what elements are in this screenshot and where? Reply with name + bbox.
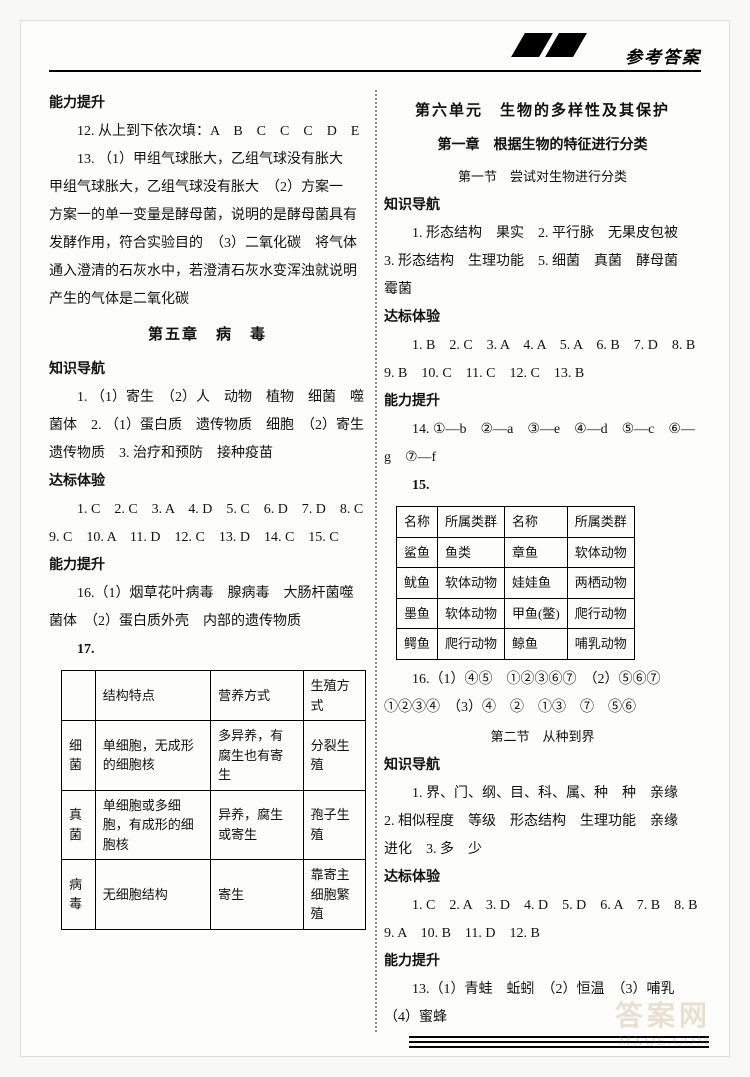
th <box>62 671 96 721</box>
cell: 鱼类 <box>438 537 505 568</box>
th: 所属类群 <box>567 507 634 538</box>
table-row: 鳄鱼 爬行动物 鲸鱼 哺乳动物 <box>397 629 635 660</box>
section1-title: 第一节 尝试对生物进行分类 <box>384 164 701 190</box>
left-q17-label: 17. <box>49 636 366 664</box>
header-decoration <box>518 33 586 57</box>
chapter5-title: 第五章 病 毒 <box>49 320 366 350</box>
cell: 单细胞或多细胞，有成形的细胞核 <box>95 790 210 860</box>
chapter1-title: 第一章 根据生物的特征进行分类 <box>384 132 701 160</box>
left-db-text: 1. C 2. C 3. A 4. D 5. C 6. D 7. D 8. C … <box>49 496 366 552</box>
cell: 病毒 <box>62 860 96 930</box>
th: 所属类群 <box>438 507 505 538</box>
cell: 墨鱼 <box>397 598 438 629</box>
table-row: 病毒 无细胞结构 寄生 靠寄主细胞繁殖 <box>62 860 366 930</box>
left-nav-text: 1. （1）寄生 （2）人 动物 植物 细菌 噬菌体 2. （1）蛋白质 遗传物… <box>49 384 366 468</box>
watermark-url: MXQE.COM <box>618 1034 711 1050</box>
cell: 软体动物 <box>438 598 505 629</box>
content-columns: 能力提升 12. 从上到下依次填：A B C C C D E 13. （1）甲组… <box>49 90 701 1032</box>
left-ability-title: 能力提升 <box>49 90 366 118</box>
cell: 哺乳动物 <box>567 629 634 660</box>
table-row: 墨鱼 软体动物 甲鱼(鳖) 爬行动物 <box>397 598 635 629</box>
cell: 鳄鱼 <box>397 629 438 660</box>
left-q16: 16.（1）烟草花叶病毒 腺病毒 大肠杆菌噬菌体 （2）蛋白质外壳 内部的遗传物… <box>49 580 366 636</box>
column-divider <box>375 90 377 1032</box>
th: 结构特点 <box>95 671 210 721</box>
cell: 鲨鱼 <box>397 537 438 568</box>
right-ability2-title: 能力提升 <box>384 948 701 976</box>
th: 名称 <box>397 507 438 538</box>
table-row: 名称 所属类群 名称 所属类群 <box>397 507 635 538</box>
right-db-title: 达标体验 <box>384 304 701 332</box>
cell: 孢子生殖 <box>303 790 365 860</box>
table-row: 鲨鱼 鱼类 章鱼 软体动物 <box>397 537 635 568</box>
cell: 章鱼 <box>505 537 568 568</box>
right-column: 第六单元 生物的多样性及其保护 第一章 根据生物的特征进行分类 第一节 尝试对生… <box>384 90 701 1032</box>
cell: 无细胞结构 <box>95 860 210 930</box>
right-ability-title: 能力提升 <box>384 388 701 416</box>
th: 营养方式 <box>211 671 304 721</box>
right-nav2-title: 知识导航 <box>384 752 701 780</box>
left-q12: 12. 从上到下依次填：A B C C C D E <box>49 118 366 146</box>
left-q13: 13. （1）甲组气球胀大，乙组气球没有胀大 甲组气球胀大，乙组气球没有胀大 （… <box>49 146 366 314</box>
right-q15-label: 15. <box>384 472 701 500</box>
table-row: 真菌 单细胞或多细胞，有成形的细胞核 异养，腐生或寄生 孢子生殖 <box>62 790 366 860</box>
left-column: 能力提升 12. 从上到下依次填：A B C C C D E 13. （1）甲组… <box>49 90 366 1032</box>
cell: 异养，腐生或寄生 <box>211 790 304 860</box>
cell: 两栖动物 <box>567 568 634 599</box>
table-row: 细菌 单细胞，无成形的细胞核 多异养，有腐生也有寄生 分裂生殖 <box>62 721 366 791</box>
cell: 多异养，有腐生也有寄生 <box>211 721 304 791</box>
cell: 软体动物 <box>567 537 634 568</box>
cell: 鲸鱼 <box>505 629 568 660</box>
right-nav-text: 1. 形态结构 果实 2. 平行脉 无果皮包被 3. 形态结构 生理功能 5. … <box>384 220 701 304</box>
table-row: 结构特点 营养方式 生殖方式 <box>62 671 366 721</box>
th: 名称 <box>505 507 568 538</box>
right-db2-text: 1. C 2. A 3. D 4. D 5. D 6. A 7. B 8. B … <box>384 892 701 948</box>
cell: 娃娃鱼 <box>505 568 568 599</box>
right-db2-title: 达标体验 <box>384 864 701 892</box>
right-q16: 16.（1）④⑤ ①②③⑥⑦ （2）⑤⑥⑦ ①②③④ （3）④ ② ①③ ⑦ ⑤… <box>384 666 701 722</box>
table-q15: 名称 所属类群 名称 所属类群 鲨鱼 鱼类 章鱼 软体动物 鱿鱼 软体动物 娃娃… <box>396 506 635 660</box>
cell: 细菌 <box>62 721 96 791</box>
left-db-title: 达标体验 <box>49 468 366 496</box>
page-header: 参考答案 <box>49 43 701 72</box>
right-q14: 14. ①—b ②—a ③—e ④—d ⑤—c ⑥—g ⑦—f <box>384 416 701 472</box>
cell: 甲鱼(鳖) <box>505 598 568 629</box>
table-q17: 结构特点 营养方式 生殖方式 细菌 单细胞，无成形的细胞核 多异养，有腐生也有寄… <box>61 670 366 930</box>
header-title: 参考答案 <box>625 43 701 68</box>
left-ability2-title: 能力提升 <box>49 552 366 580</box>
left-nav-title: 知识导航 <box>49 356 366 384</box>
cell: 单细胞，无成形的细胞核 <box>95 721 210 791</box>
cell: 分裂生殖 <box>303 721 365 791</box>
unit6-title: 第六单元 生物的多样性及其保护 <box>384 96 701 126</box>
cell: 鱿鱼 <box>397 568 438 599</box>
page: 参考答案 能力提升 12. 从上到下依次填：A B C C C D E 13. … <box>20 20 730 1057</box>
right-db-text: 1. B 2. C 3. A 4. A 5. A 6. B 7. D 8. B … <box>384 332 701 388</box>
right-nav-title: 知识导航 <box>384 192 701 220</box>
cell: 真菌 <box>62 790 96 860</box>
table-row: 鱿鱼 软体动物 娃娃鱼 两栖动物 <box>397 568 635 599</box>
cell: 靠寄主细胞繁殖 <box>303 860 365 930</box>
cell: 爬行动物 <box>438 629 505 660</box>
watermark-text: 答案网 <box>615 994 711 1034</box>
right-nav2-text: 1. 界、门、纲、目、科、属、种 种 亲缘 2. 相似程度 等级 形态结构 生理… <box>384 780 701 864</box>
th: 生殖方式 <box>303 671 365 721</box>
section2-title: 第二节 从种到界 <box>384 724 701 750</box>
cell: 爬行动物 <box>567 598 634 629</box>
cell: 软体动物 <box>438 568 505 599</box>
cell: 寄生 <box>211 860 304 930</box>
